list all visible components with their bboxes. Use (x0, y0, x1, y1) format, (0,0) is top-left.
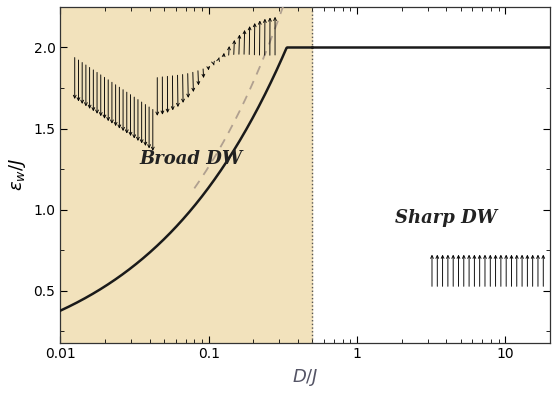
Text: Broad DW: Broad DW (139, 150, 242, 168)
Bar (60, 7, 312, 342)
Y-axis label: $\varepsilon_{w}/J$: $\varepsilon_{w}/J$ (7, 158, 28, 192)
Text: Sharp DW: Sharp DW (395, 209, 497, 227)
X-axis label: $D/J$: $D/J$ (292, 367, 319, 388)
